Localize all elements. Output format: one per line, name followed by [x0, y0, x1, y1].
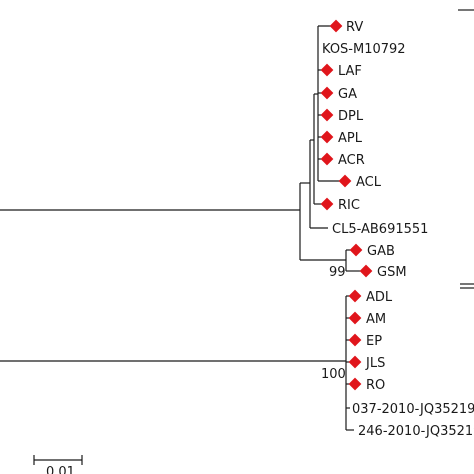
scale-bar-label: 0.01	[46, 465, 75, 474]
taxon-label: ACL	[356, 175, 382, 190]
taxon-label: EP	[366, 334, 382, 349]
taxon-label: GAB	[367, 244, 395, 259]
taxon-marker-diamond	[338, 174, 352, 188]
taxon-label: GA	[338, 87, 357, 102]
taxon-label: DPL	[338, 109, 364, 124]
taxon-label: RIC	[338, 198, 360, 213]
tree-branches	[0, 9, 474, 431]
taxon-label: CL5-AB691551	[332, 222, 428, 237]
taxon-marker-diamond	[329, 19, 343, 33]
taxon-label: RV	[346, 20, 363, 35]
taxon-label: JLS	[365, 356, 385, 371]
bootstrap-value: 99	[329, 265, 346, 280]
taxon-marker-diamond	[320, 130, 334, 144]
taxon-marker-diamond	[348, 377, 362, 391]
taxon-marker-diamond	[320, 152, 334, 166]
taxon-label: LAF	[338, 64, 362, 79]
taxon-label: 037-2010-JQ352192	[352, 402, 474, 417]
taxon-marker-diamond	[348, 355, 362, 369]
taxon-marker-diamond	[348, 289, 362, 303]
taxon-label: KOS-M10792	[322, 42, 406, 57]
taxon-marker-diamond	[320, 197, 334, 211]
taxon-label: RO	[366, 378, 385, 393]
taxon-marker-diamond	[349, 243, 363, 257]
taxon-label: ACR	[338, 153, 365, 168]
taxon-label: GSM	[377, 265, 407, 280]
taxon-label: AM	[366, 312, 386, 327]
taxon-marker-diamond	[359, 264, 373, 278]
taxon-marker-diamond	[320, 108, 334, 122]
bootstrap-value: 100	[321, 367, 346, 382]
taxon-label: ADL	[366, 290, 393, 305]
taxon-leaves: RV KOS-M10792 LAF GA DPL APL ACR ACL RIC CL5-AB69…	[320, 19, 474, 439]
taxon-marker-diamond	[348, 333, 362, 347]
taxon-label: 246-2010-JQ352193	[358, 424, 474, 439]
taxon-marker-diamond	[320, 86, 334, 100]
taxon-marker-diamond	[320, 63, 334, 77]
taxon-marker-diamond	[348, 311, 362, 325]
scale-bar: 0.01	[33, 455, 83, 474]
taxon-label: APL	[338, 131, 363, 146]
